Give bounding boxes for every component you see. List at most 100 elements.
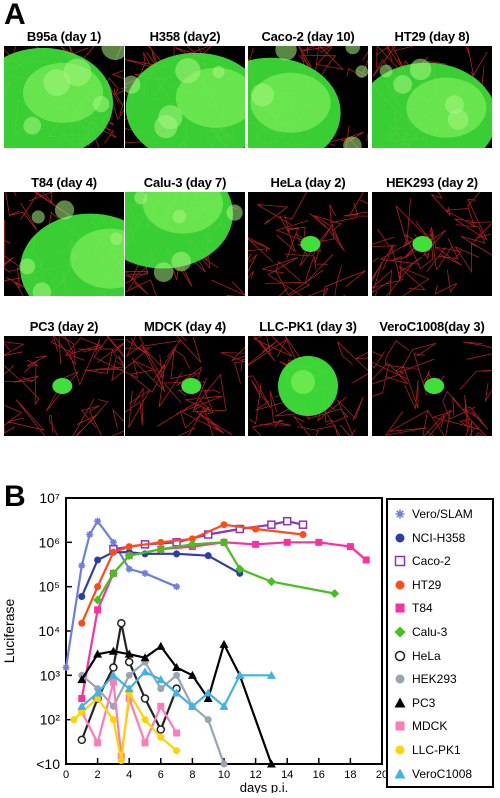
y-tick-label: 10³ [40,667,61,683]
data-point [220,760,228,768]
chart-legend: Vero/SLAM NCI-H358 Caco-2 HT29 T84 Calu-3 HeLa… [386,498,494,788]
series-ht29 [78,521,307,627]
micrograph-cell: HT29 (day 8) [372,28,492,148]
legend-label: LLC-PK1 [412,743,461,757]
micrograph-cell: VeroC1008(day 3) [372,318,492,436]
legend-marker [394,768,406,779]
series-llc-pk1 [70,689,181,764]
data-point [395,580,405,590]
x-tick-label: 10 [218,769,230,781]
micrograph-title: PC3 (day 2) [29,319,99,334]
data-point [93,688,103,697]
y-axis-label: Luciferase [1,598,17,663]
data-point [156,725,166,734]
x-tick-label: 20 [376,769,388,781]
micrograph-title: T84 (day 4) [31,175,97,190]
data-point [93,595,103,605]
data-point [395,533,405,543]
micrograph-image [125,192,245,296]
data-point [124,649,134,658]
x-tick-label: 4 [126,769,132,781]
data-point [315,538,323,546]
data-point [78,562,86,570]
data-point [330,589,340,599]
micrograph-cell: HeLa (day 2) [248,174,368,296]
data-point [395,745,405,755]
legend-item: Calu-3 [392,622,494,642]
legend-item: Caco-2 [392,551,494,571]
legend-marker [395,674,405,684]
data-point [156,544,166,554]
y-tick-label: 10⁴ [38,623,60,639]
data-point [362,556,370,564]
y-tick-label: <10 [36,756,60,772]
data-point [188,535,196,543]
data-point [77,675,87,684]
micrograph-cell: B95a (day 1) [4,28,124,148]
data-point [109,548,117,556]
data-point [140,667,150,676]
data-point [187,670,197,679]
data-point [173,747,181,755]
data-point [78,708,86,716]
legend-marker [395,533,405,543]
data-point [395,509,405,519]
data-point [141,739,149,747]
micrograph-title: HT29 (day 8) [394,29,470,44]
data-point [219,639,229,648]
data-point [235,564,245,574]
data-point [235,670,245,679]
data-point [394,697,406,708]
data-point [172,688,182,697]
y-tick-label: 10⁷ [39,490,60,506]
data-point [62,664,70,672]
legend-item: MDCK [392,716,494,736]
legend-item: Vero/SLAM [392,504,494,524]
data-point [395,603,405,613]
data-point [235,524,245,534]
series-calu-3 [93,537,340,605]
data-point [94,556,102,564]
micrograph-title: HEK293 (day 2) [386,175,478,190]
data-point [204,716,212,724]
data-point [298,520,308,529]
x-tick-label: 0 [63,769,69,781]
legend-marker [395,721,405,731]
data-point [94,695,102,703]
micrograph-image [125,46,245,148]
x-tick-label: 8 [189,769,195,781]
micrograph-grid: B95a (day 1) H358 (day2) Caco-2 (day 10) HT… [0,28,500,476]
legend-marker [395,509,405,519]
data-point [125,671,133,679]
legend-label: HT29 [412,577,442,592]
micrograph-image [248,46,368,148]
data-point [173,671,181,679]
data-point [94,517,102,525]
data-point [94,739,102,747]
legend-item: HEK293 [392,669,494,689]
data-point [282,516,292,526]
data-point [109,678,117,686]
series-caco-2 [109,516,308,554]
micrograph-cell: HEK293 (day 2) [372,174,492,296]
legend-marker [395,580,405,590]
panel-b-letter: B [4,480,26,513]
data-point [77,701,87,710]
data-point [267,520,276,529]
legend-label: HeLa [412,648,441,663]
data-point [157,685,165,693]
legend-marker [394,697,406,708]
micrograph-cell: LLC-PK1 (day 3) [248,318,368,436]
x-tick-label: 18 [344,769,356,781]
data-point [203,694,213,703]
data-point [124,551,134,561]
data-point [394,768,406,779]
data-point [108,670,118,679]
legend-marker [395,745,405,755]
micrograph-cell: Calu-3 (day 7) [125,174,245,296]
data-point [117,618,126,628]
micrograph-image [4,46,124,148]
data-point [70,716,78,724]
micrograph-image [4,192,124,296]
data-point [266,577,276,587]
